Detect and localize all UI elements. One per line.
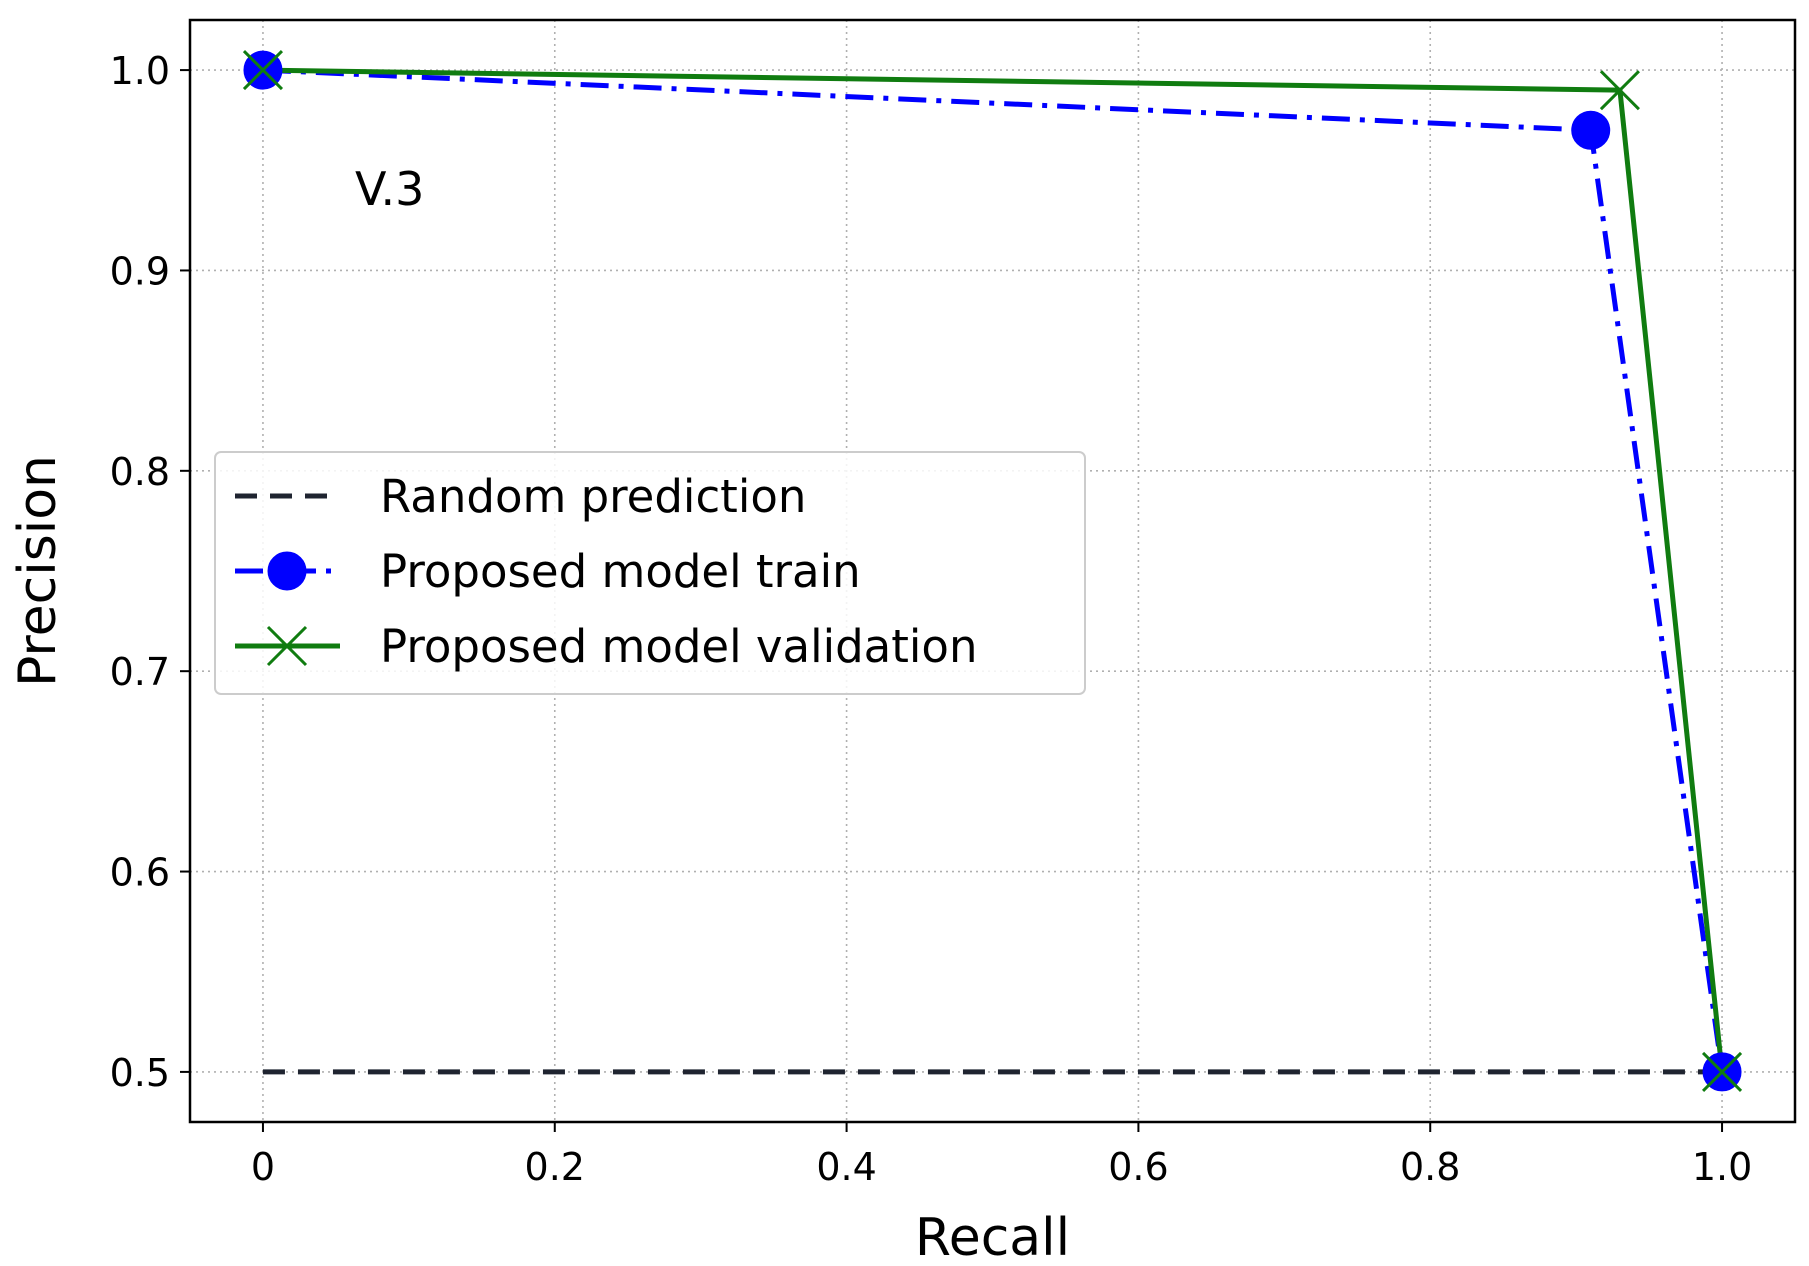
data-point bbox=[1701, 1051, 1743, 1092]
legend-label: Random prediction bbox=[380, 470, 806, 523]
y-axis-title: Precision bbox=[8, 455, 68, 687]
markers-proposed-model-validation bbox=[242, 50, 1743, 1092]
x-tick-label: 0.6 bbox=[1108, 1145, 1168, 1189]
grid bbox=[190, 20, 1795, 1122]
legend-item: Random prediction bbox=[235, 470, 806, 523]
y-tick-label: 0.7 bbox=[110, 650, 170, 694]
chart-annotation: V.3 bbox=[355, 162, 424, 216]
legend-item: Proposed model validation bbox=[235, 620, 977, 673]
x-tick-label: 1.0 bbox=[1692, 1145, 1752, 1189]
x-tick-label: 0.2 bbox=[525, 1145, 585, 1189]
legend-label: Proposed model validation bbox=[380, 620, 977, 673]
x-tick-label: 0.4 bbox=[816, 1145, 876, 1189]
legend-swatch-marker bbox=[267, 551, 307, 591]
legend-swatch-marker bbox=[266, 625, 308, 667]
x-tick-label: 0.8 bbox=[1400, 1145, 1460, 1189]
y-tick-label: 0.8 bbox=[110, 450, 170, 494]
y-tick-label: 1.0 bbox=[110, 49, 170, 93]
y-tick-label: 0.9 bbox=[110, 249, 170, 293]
data-point bbox=[1571, 110, 1611, 150]
plot-frame bbox=[188, 18, 1797, 1124]
data-point bbox=[242, 50, 284, 91]
series-layer bbox=[242, 50, 1743, 1092]
y-tick-label: 0.5 bbox=[110, 1051, 170, 1095]
x-axis-title: Recall bbox=[915, 1208, 1070, 1266]
y-tick-label: 0.6 bbox=[110, 851, 170, 895]
legend-label: Proposed model train bbox=[380, 545, 861, 598]
legend-box bbox=[214, 451, 1086, 695]
legend-item: Proposed model train bbox=[235, 545, 861, 598]
data-point bbox=[1599, 70, 1640, 111]
ticks: 0 0.2 0.4 0.6 0.8 1.0 0.5 0.6 0.7 0.8 0.9 1.0 bbox=[110, 49, 1753, 1189]
x-tick-label: 0 bbox=[251, 1145, 275, 1189]
legend: Random prediction Proposed model train Pro… bbox=[214, 451, 1086, 695]
